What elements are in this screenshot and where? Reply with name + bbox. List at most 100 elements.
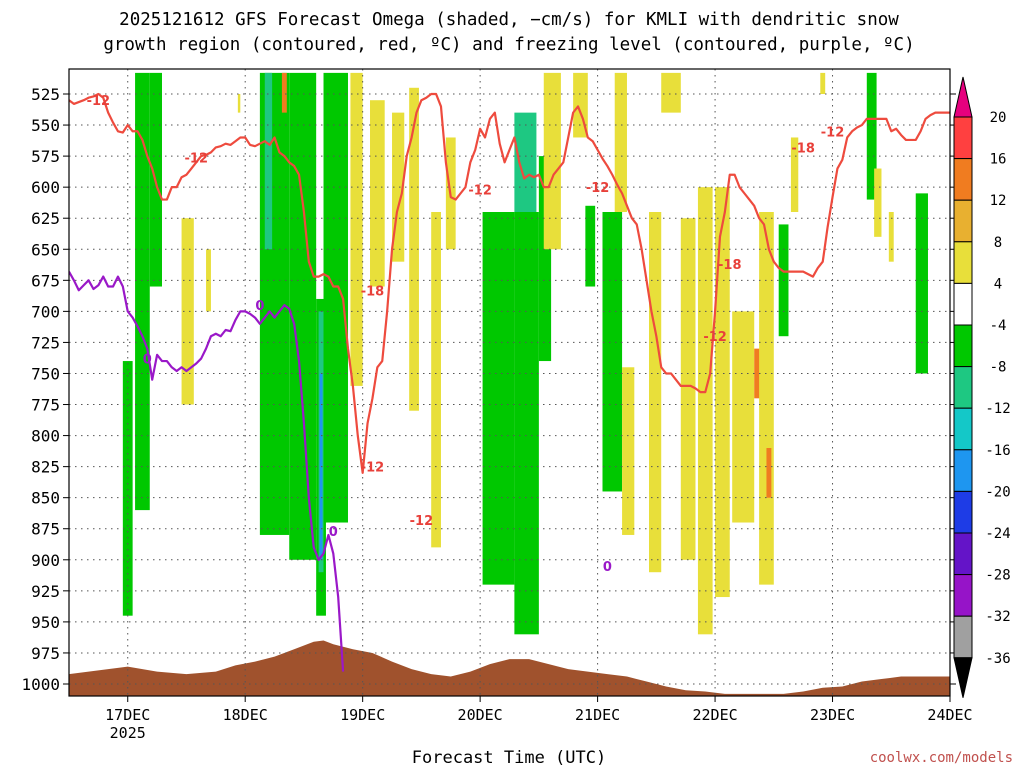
y-tick-label-700: 700 (31, 302, 60, 321)
omega-feature-29 (622, 367, 635, 535)
omega-feature-32 (680, 218, 696, 560)
colorbar-bottom-arrow (953, 657, 973, 698)
red-contour-0 (69, 92, 950, 474)
colorbar-swatch-7 (953, 366, 973, 409)
y-tick-label-750: 750 (31, 364, 60, 383)
omega-feature-18 (431, 212, 441, 548)
red-contour-label-7: -12 (821, 125, 845, 140)
colorbar: 20 16 12 8 4 -4 -8 -12 -16 -20 -24 -28 -32 -36 (953, 76, 1011, 698)
colorbar-swatch-6 (953, 324, 973, 368)
purple-contour-label-2: 0 (329, 525, 338, 540)
colorbar-label-6: -8 (990, 360, 1007, 376)
red-contour-label-10: -12 (410, 514, 434, 529)
x-axis: 17DEC 18DEC 19DEC 20DEC 21DEC 22DEC 23DEC 24DEC… (105, 696, 973, 742)
colorbar-swatch-13 (953, 615, 973, 659)
colorbar-label-4: 4 (994, 276, 1002, 292)
x-tick-label-22DEC: 22DEC (692, 706, 737, 724)
y-tick-label-650: 650 (31, 240, 60, 259)
x-tick-label-18DEC: 18DEC (223, 706, 268, 724)
colorbar-label-5: -4 (990, 318, 1007, 334)
omega-feature-44 (888, 212, 894, 262)
omega-feature-7 (264, 72, 273, 250)
x-tick-label-17DEC: 17DEC (105, 706, 150, 724)
omega-feature-27 (602, 212, 623, 492)
omega-feature-8 (281, 72, 287, 113)
y-tick-label-825: 825 (31, 458, 60, 477)
credit-text: coolwx.com/models (870, 750, 1013, 766)
y-tick-label-600: 600 (31, 178, 60, 197)
y-tick-label-925: 925 (31, 582, 60, 601)
omega-feature-31 (661, 72, 681, 113)
y-tick-label-850: 850 (31, 489, 60, 508)
colorbar-swatch-12 (953, 574, 973, 617)
x-tick-label-21DEC: 21DEC (575, 706, 620, 724)
x-tick-label-19DEC: 19DEC (340, 706, 385, 724)
red-contour-label-8: -18 (791, 141, 815, 156)
omega-feature-13 (323, 72, 348, 523)
colorbar-swatch-5 (953, 282, 973, 326)
purple-contour-0 (69, 271, 345, 672)
y-tick-label-950: 950 (31, 613, 60, 632)
colorbar-swatch-8 (953, 407, 973, 451)
red-contour-label-4: -12 (586, 181, 610, 196)
x-tick-label-20DEC: 20DEC (458, 706, 503, 724)
x-tick-label-24DEC: 24DEC (927, 706, 972, 724)
colorbar-label-8: -16 (985, 443, 1010, 459)
y-tick-label-625: 625 (31, 209, 60, 228)
colorbar-swatch-1 (953, 116, 973, 160)
y-tick-label-775: 775 (31, 396, 60, 415)
red-contour-label-5: -18 (718, 258, 742, 273)
colorbar-label-0: 20 (990, 110, 1007, 126)
red-contour-label-3: -18 (361, 284, 385, 299)
colorbar-swatch-10 (953, 490, 973, 534)
grid (69, 69, 950, 696)
y-tick-label-1000: 1000 (21, 675, 60, 694)
omega-feature-21 (514, 112, 537, 212)
contours: -12 -12 -12 -18 -12 -18 -12 -12 -18 -12 -12 0 0 0 0 (69, 92, 950, 672)
omega-feature-17 (409, 87, 419, 411)
omega-feature-1 (135, 72, 150, 511)
omega-feature-26 (585, 205, 596, 287)
omega-feature-33 (697, 187, 713, 635)
omega-feature-40 (790, 137, 799, 212)
omega-feature-41 (820, 72, 826, 94)
colorbar-label-2: 12 (990, 193, 1007, 209)
y-tick-label-975: 975 (31, 644, 60, 663)
purple-contour-label-1: 0 (255, 299, 264, 314)
colorbar-top-arrow (953, 76, 973, 118)
omega-feature-9 (289, 72, 317, 560)
y-tick-label-875: 875 (31, 520, 60, 539)
omega-shading (122, 72, 928, 635)
purple-contour-label-3: 0 (603, 560, 612, 575)
red-contour-label-9: -12 (361, 461, 385, 476)
omega-feature-22 (514, 212, 539, 635)
red-contour-label-2: -12 (468, 184, 492, 199)
omega-feature-36 (754, 348, 762, 399)
colorbar-label-13: -36 (985, 651, 1010, 667)
purple-contour-label-0: 0 (143, 353, 152, 368)
x-year-label: 2025 (110, 724, 146, 742)
terrain-surface (69, 640, 950, 696)
y-tick-label-900: 900 (31, 551, 60, 570)
y-tick-label-550: 550 (31, 116, 60, 135)
red-contour-label-6: -12 (703, 330, 727, 345)
y-tick-label-725: 725 (31, 333, 60, 352)
chart-title-line2: growth region (contoured, red, ºC) and f… (103, 35, 914, 55)
chart-title-line1: 2025121612 GFS Forecast Omega (shaded, −… (119, 10, 899, 30)
colorbar-label-3: 8 (994, 235, 1002, 251)
omega-feature-3 (181, 218, 194, 405)
red-contour-label-1: -12 (185, 151, 209, 166)
colorbar-label-9: -20 (985, 484, 1010, 500)
y-axis: 525 550 575 600 625 650 675 700 725 750 775 800 825 8… (21, 85, 956, 694)
omega-feature-34 (715, 187, 730, 598)
colorbar-label-12: -32 (985, 609, 1010, 625)
red-contour-label-0: -12 (87, 94, 111, 109)
omega-feature-28 (614, 72, 627, 212)
omega-feature-45 (915, 193, 928, 374)
omega-feature-24 (543, 72, 561, 250)
omega-feature-38 (766, 448, 772, 498)
colorbar-label-1: 16 (990, 152, 1007, 168)
colorbar-label-7: -12 (985, 401, 1010, 417)
omega-feature-35 (732, 311, 755, 523)
